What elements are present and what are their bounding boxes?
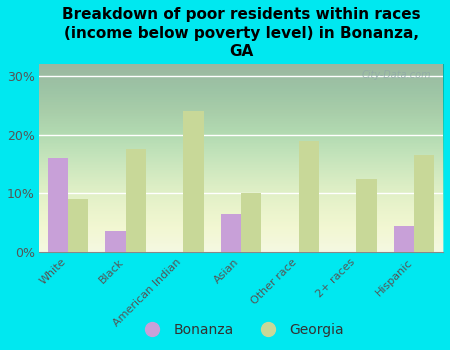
Bar [183,111,203,252]
Bar [356,179,377,252]
Title: Breakdown of poor residents within races
(income below poverty level) in Bonanza: Breakdown of poor residents within races… [62,7,420,59]
Legend: Bonanza, Georgia: Bonanza, Georgia [133,317,349,343]
Text: City-Data.com: City-Data.com [361,70,431,80]
Bar [221,214,241,252]
Bar [414,155,434,252]
Bar [48,158,68,252]
Bar [126,149,146,252]
Bar [299,141,319,252]
Bar [241,194,261,252]
Bar [68,199,88,252]
Bar [394,226,414,252]
Bar [105,231,126,252]
